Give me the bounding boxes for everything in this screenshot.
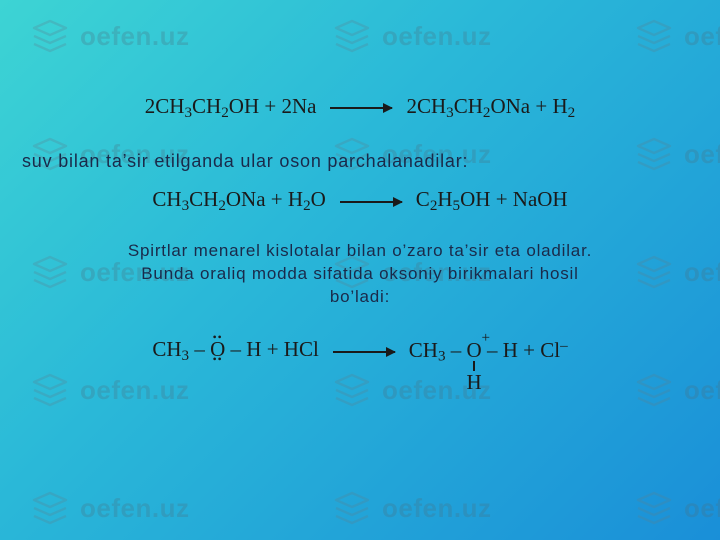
arrow-icon (333, 351, 395, 353)
paragraph-1: suv bilan ta’sir etilganda ular oson par… (0, 149, 720, 173)
para2-line3: bo’ladi: (330, 287, 390, 306)
equation-3: CH3 – O•••• – H + HCl CH3 – O+H – H + Cl… (152, 339, 567, 365)
paragraph-2: Spirtlar menarel kislotalar bilan o’zaro… (20, 240, 700, 309)
para2-line2: Bunda oraliq modda sifatida oksoniy biri… (141, 264, 578, 283)
eq2-lhs: CH3CH2ONa + H2O (152, 189, 325, 214)
equation-1: 2CH3CH2OH + 2Na 2CH3CH2ONa + H2 (145, 96, 575, 121)
arrow-icon (340, 201, 402, 203)
eq3-lhs: CH3 – O•••• – H + HCl (152, 339, 318, 364)
eq1-lhs: 2CH3CH2OH + 2Na (145, 96, 317, 121)
equation-2: CH3CH2ONa + H2O C2H5OH + NaOH (152, 189, 567, 214)
arrow-icon (330, 107, 392, 109)
para2-line1: Spirtlar menarel kislotalar bilan o’zaro… (128, 241, 592, 260)
eq2-rhs: C2H5OH + NaOH (416, 189, 568, 214)
eq3-rhs: CH3 – O+H – H + Cl– (409, 339, 568, 365)
slide-content: 2CH3CH2OH + 2Na 2CH3CH2ONa + H2 suv bila… (0, 0, 720, 540)
eq1-rhs: 2CH3CH2ONa + H2 (406, 96, 575, 121)
